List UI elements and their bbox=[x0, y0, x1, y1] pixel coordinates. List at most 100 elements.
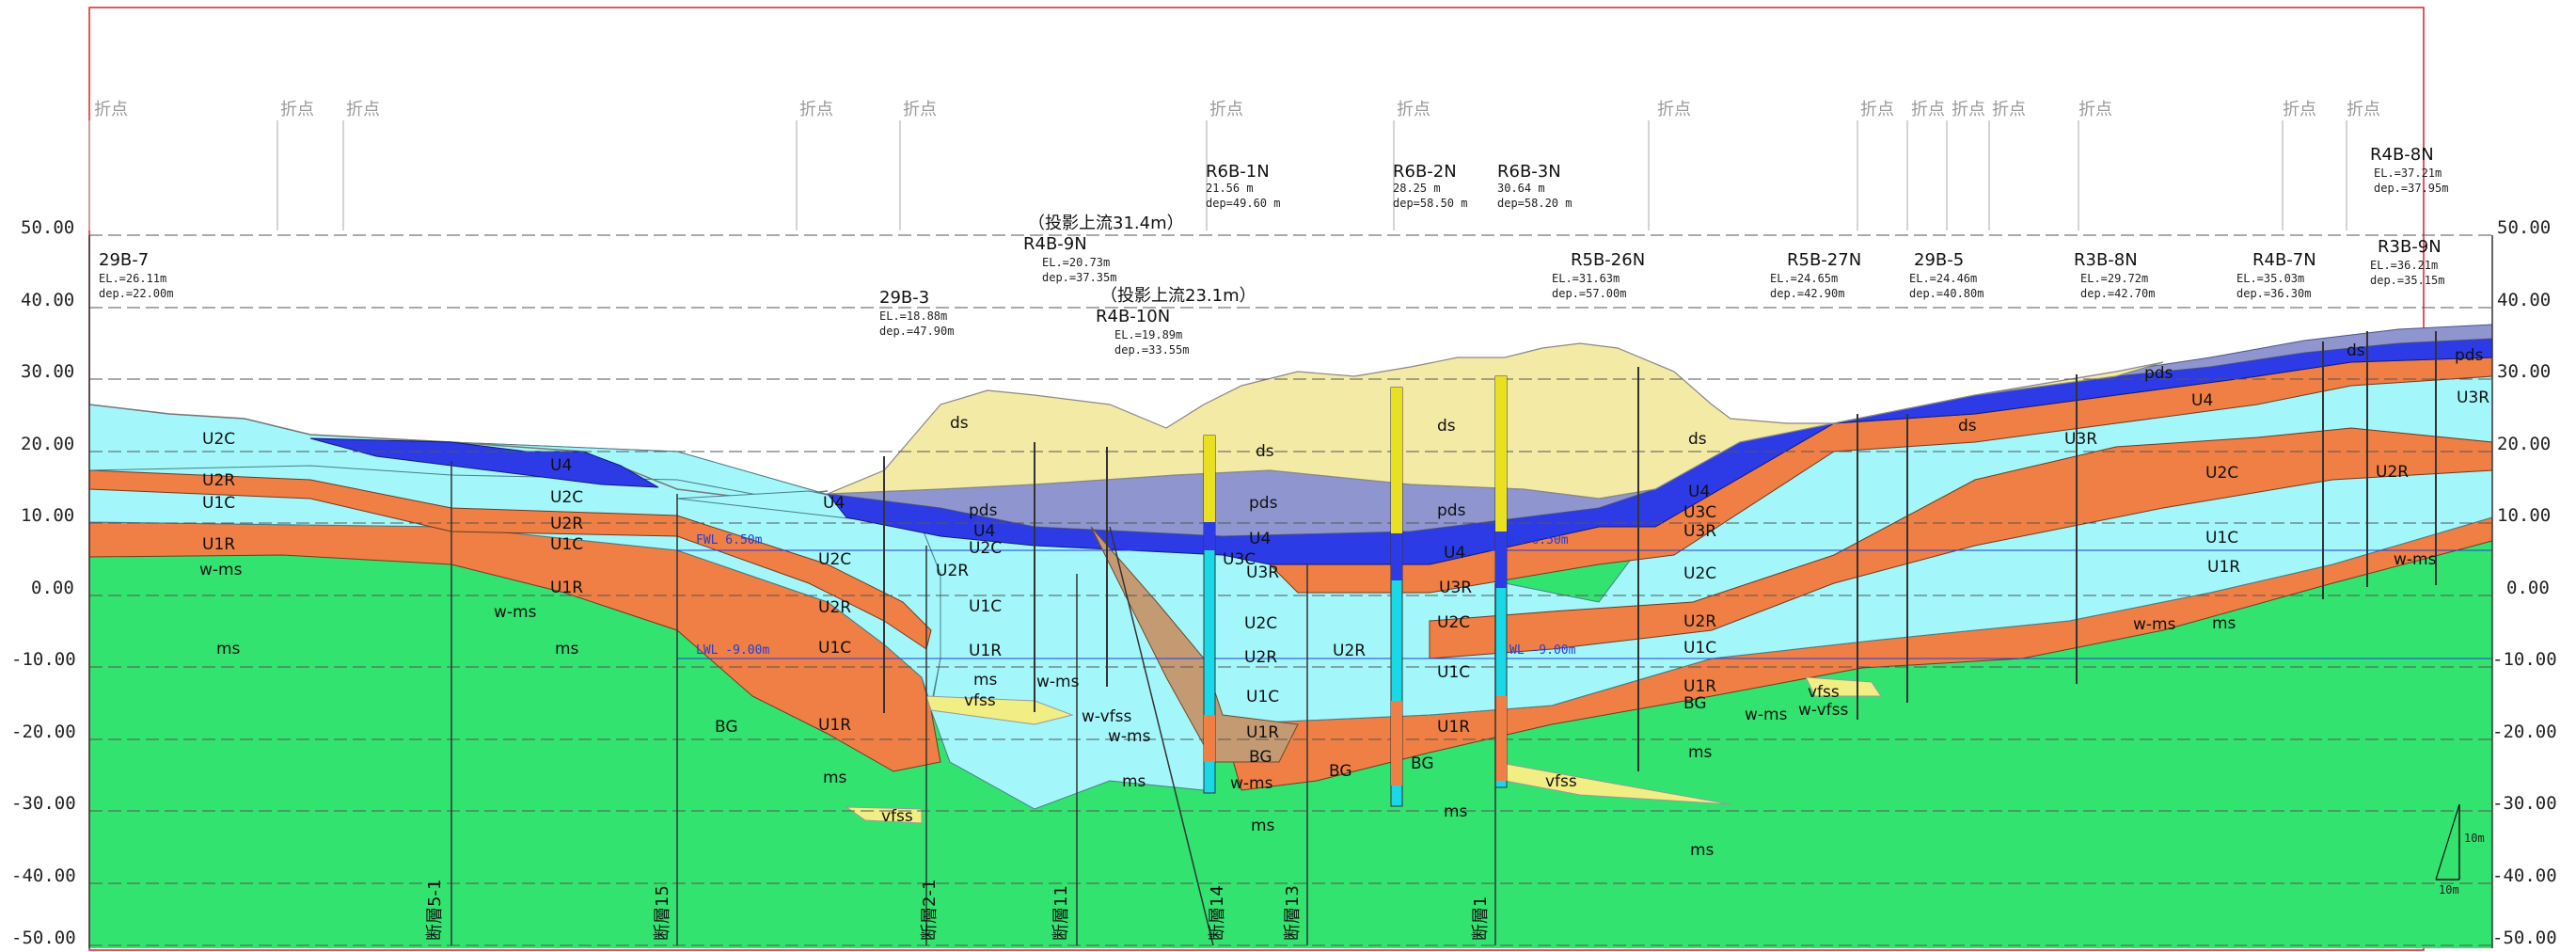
borehole-info: EL.=24.46m bbox=[1909, 272, 1977, 285]
scale-label: 10m bbox=[2464, 832, 2485, 845]
layer-label: pds bbox=[1249, 494, 1278, 513]
bend-label: 折点 bbox=[94, 100, 128, 119]
layer-label: pds bbox=[2144, 364, 2173, 383]
layer-label: ms bbox=[1122, 772, 1146, 791]
borehole-name: R3B-8N bbox=[2074, 250, 2138, 270]
layer-label: ds bbox=[1958, 417, 1977, 436]
layer-label: BG bbox=[1249, 748, 1272, 767]
axis-label: 30.00 bbox=[2497, 361, 2551, 382]
bend-label: 折点 bbox=[2347, 100, 2380, 119]
borehole-info: dep.=37.95m bbox=[2374, 182, 2448, 195]
bend-markers bbox=[88, 120, 2347, 230]
layer-label: U4 bbox=[1688, 483, 1710, 501]
axis-label: 50.00 bbox=[21, 217, 74, 238]
borehole-name: R4B-9N bbox=[1023, 234, 1087, 254]
layer-label: U2R bbox=[202, 471, 235, 490]
bend-label: 折点 bbox=[903, 100, 937, 119]
axis-label: 20.00 bbox=[21, 434, 74, 454]
layer-label: vfss bbox=[1808, 683, 1840, 702]
layer-label: ds bbox=[950, 414, 969, 433]
bend-label: 折点 bbox=[2283, 100, 2316, 119]
bend-label: 折点 bbox=[1657, 100, 1691, 119]
axis-label: -30.00 bbox=[11, 793, 76, 814]
axis-label: -40.00 bbox=[2492, 865, 2557, 886]
borehole-info: 21.56 m bbox=[1206, 182, 1254, 195]
axis-label: -20.00 bbox=[11, 722, 76, 742]
layer-label: U2C bbox=[202, 430, 235, 449]
layer-label: U4 bbox=[823, 494, 845, 513]
layer-label: U4 bbox=[1249, 530, 1271, 548]
axis-label: 0.00 bbox=[31, 578, 74, 598]
layer-label: U1R bbox=[1437, 718, 1470, 737]
borehole-name: R3B-9N bbox=[2378, 237, 2442, 257]
bend-label: 折点 bbox=[1209, 100, 1243, 119]
layer-label: ds bbox=[1256, 442, 1274, 461]
layer-label: U2R bbox=[2376, 463, 2409, 482]
layer-label: U4 bbox=[973, 522, 995, 541]
layer-label: vfss bbox=[1545, 772, 1577, 791]
left-axis-labels: 50.00 40.00 30.00 20.00 10.00 0.00 -10.0… bbox=[11, 217, 76, 948]
layer-label: U1R bbox=[969, 642, 1002, 660]
borehole-segment bbox=[1495, 532, 1507, 588]
layer-label: U3R bbox=[1683, 522, 1716, 541]
fault-label: 断層11 bbox=[1051, 885, 1071, 941]
bend-labels: 折点 折点 折点 折点 折点 折点 折点 折点 折点 折点 折点 折点 折点 折… bbox=[94, 100, 2380, 119]
layer-label: w-ms bbox=[2133, 615, 2176, 634]
fault-label: 断層13 bbox=[1283, 885, 1303, 941]
layer-label: ms bbox=[1444, 802, 1468, 821]
bend-label: 折点 bbox=[799, 100, 833, 119]
layer-label: ds bbox=[1688, 430, 1707, 449]
bg-lens bbox=[1090, 526, 1299, 763]
layer-label: w-ms bbox=[1108, 727, 1151, 746]
layer-label: w-ms bbox=[494, 603, 537, 622]
layer-label: U3R bbox=[2064, 430, 2097, 449]
layer-label: U1R bbox=[1246, 723, 1279, 742]
fault-label: 断層14 bbox=[1208, 885, 1227, 941]
borehole-columns bbox=[883, 331, 2437, 771]
layer-label: U2C bbox=[1244, 614, 1277, 633]
bend-label: 折点 bbox=[346, 100, 380, 119]
layer-label: U1C bbox=[1683, 639, 1716, 658]
layer-label: U2C bbox=[1683, 564, 1716, 583]
bend-label: 折点 bbox=[1911, 100, 1945, 119]
elevation-grid bbox=[89, 234, 2492, 946]
layer-label: pds bbox=[2455, 346, 2484, 365]
borehole-info: dep.=47.90m bbox=[879, 325, 954, 338]
bend-label: 折点 bbox=[280, 100, 314, 119]
layer-label: U3R bbox=[1246, 563, 1279, 582]
layer-label: BG bbox=[715, 718, 738, 737]
bend-label: 折点 bbox=[1992, 100, 2026, 119]
axis-label: -10.00 bbox=[11, 649, 76, 670]
layer-label: U2C bbox=[1437, 613, 1470, 632]
borehole-info: dep=58.50 m bbox=[1393, 197, 1467, 210]
axis-label: -40.00 bbox=[11, 865, 76, 886]
layer-label: w-ms bbox=[1230, 774, 1273, 793]
borehole-info: 30.64 m bbox=[1497, 182, 1545, 195]
axis-label: -50.00 bbox=[2492, 928, 2557, 948]
borehole-info: dep.=35.15m bbox=[2370, 274, 2444, 287]
borehole-info: EL.=18.88m bbox=[879, 309, 947, 323]
borehole-info: dep.=33.55m bbox=[1114, 343, 1189, 357]
borehole-info: EL.=37.21m bbox=[2374, 167, 2442, 180]
borehole-segment bbox=[1391, 388, 1402, 533]
projection-note: （投影上流23.1m） bbox=[1100, 286, 1256, 306]
layer-label: w-vfss bbox=[1798, 701, 1848, 720]
layer-label: pds bbox=[969, 501, 998, 520]
layer-label: U2C bbox=[969, 539, 1002, 558]
fault-lines bbox=[450, 461, 1496, 946]
layer-label: U2R bbox=[1333, 642, 1366, 660]
layer-label: vfss bbox=[881, 807, 913, 826]
layer-label: U2R bbox=[1244, 648, 1277, 667]
borehole-segment bbox=[1391, 533, 1402, 580]
layer-label: U1C bbox=[969, 597, 1002, 616]
axis-label: 20.00 bbox=[2497, 434, 2551, 454]
layer-label: w-ms bbox=[2394, 550, 2437, 569]
layer-label: U1C bbox=[818, 639, 851, 658]
layer-label: U1C bbox=[202, 494, 235, 513]
axis-label: -10.00 bbox=[2492, 649, 2557, 670]
layer-label: w-ms bbox=[1745, 706, 1788, 724]
borehole-info: 28.25 m bbox=[1393, 182, 1441, 195]
fault-label: 断層15 bbox=[653, 885, 672, 941]
layer-label: U2R bbox=[550, 515, 583, 533]
layer-label: U2R bbox=[1683, 612, 1716, 631]
